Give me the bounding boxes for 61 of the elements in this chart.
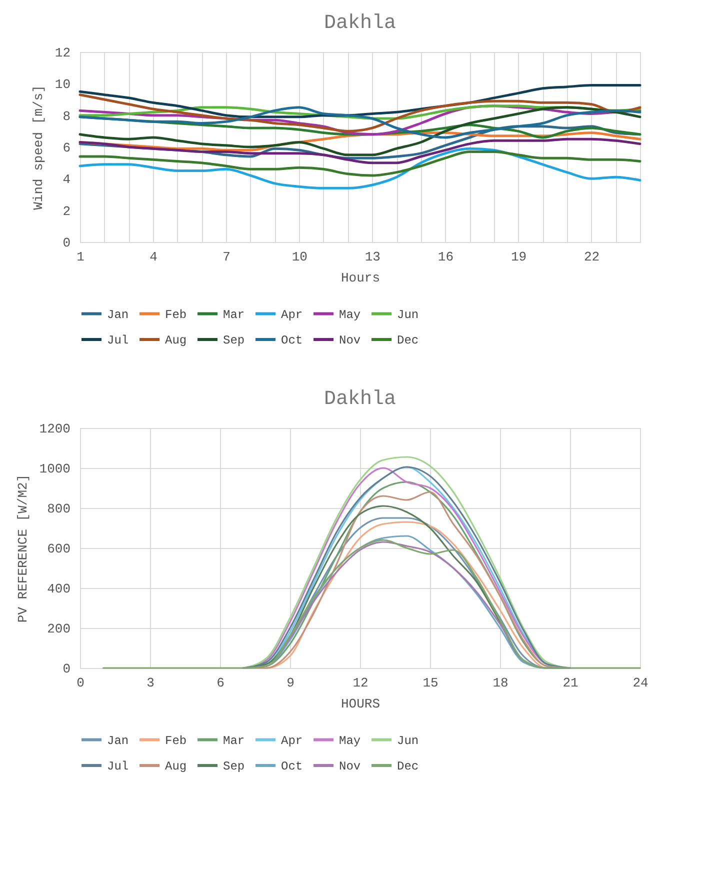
chart-title: Dakhla (324, 388, 396, 411)
legend-label: Apr (281, 308, 303, 322)
legend-label: Nov (339, 334, 361, 348)
y-tick-label: 600 (47, 542, 70, 556)
legend-label: Oct (281, 760, 303, 774)
legend-label: May (339, 734, 361, 748)
y-tick-label: 1200 (39, 422, 70, 436)
legend-label: Jan (107, 308, 129, 322)
y-tick-label: 1000 (39, 462, 70, 476)
y-tick-label: 2 (62, 204, 70, 219)
x-tick-label: 24 (632, 676, 648, 690)
y-tick-label: 0 (62, 662, 70, 676)
x-tick-label: 3 (146, 676, 154, 690)
x-tick-label: 21 (562, 676, 578, 690)
legend-label: Sep (223, 760, 245, 774)
x-tick-label: 10 (292, 250, 308, 264)
y-tick-label: 4 (62, 172, 71, 188)
x-tick-label: 1 (76, 250, 85, 264)
y-tick-label: 800 (47, 502, 70, 516)
legend-label: Aug (165, 334, 187, 348)
x-tick-label: 16 (438, 250, 454, 264)
legend-label: Sep (223, 334, 245, 348)
y-tick-label: 12 (54, 46, 70, 60)
x-tick-label: 7 (222, 250, 230, 264)
x-tick-label: 15 (422, 676, 438, 690)
legend-label: May (339, 308, 361, 322)
x-tick-label: 13 (364, 250, 380, 264)
x-tick-label: 0 (76, 676, 84, 690)
y-tick-label: 400 (47, 582, 70, 596)
x-tick-label: 18 (492, 676, 508, 690)
legend-label: Apr (281, 734, 303, 748)
chart-title: Dakhla (324, 12, 396, 35)
y-tick-label: 0 (62, 236, 70, 250)
legend-label: Jan (107, 734, 129, 748)
y-tick-label: 200 (47, 622, 70, 636)
y-tick-label: 10 (54, 77, 70, 92)
legend-label: Dec (397, 760, 419, 774)
x-axis-title: Hours (340, 270, 380, 286)
legend-label: Jul (107, 334, 129, 348)
legend-label: Oct (281, 334, 303, 348)
x-tick-label: 4 (150, 250, 158, 264)
legend-label: Jun (397, 308, 419, 322)
y-axis-title: PV REFERENCE [W/M2] (15, 474, 30, 623)
y-tick-label: 8 (62, 108, 70, 124)
x-tick-label: 9 (286, 676, 294, 690)
legend-label: Nov (339, 760, 361, 774)
y-axis-title: Wind speed [m/s] (30, 85, 46, 210)
x-tick-label: 19 (510, 250, 527, 264)
legend-label: Feb (165, 734, 187, 748)
legend-label: Aug (165, 760, 187, 774)
x-tick-label: 6 (216, 676, 224, 690)
legend-label: Jun (397, 734, 419, 748)
legend-label: Feb (165, 308, 187, 322)
legend-label: Dec (397, 334, 419, 348)
x-tick-label: 12 (352, 676, 368, 690)
x-tick-label: 22 (584, 250, 600, 264)
legend-label: Mar (223, 734, 245, 748)
x-axis-title: HOURS (340, 696, 380, 712)
legend-label: Jul (107, 760, 129, 774)
y-tick-label: 6 (62, 140, 70, 156)
legend-label: Mar (223, 308, 245, 322)
